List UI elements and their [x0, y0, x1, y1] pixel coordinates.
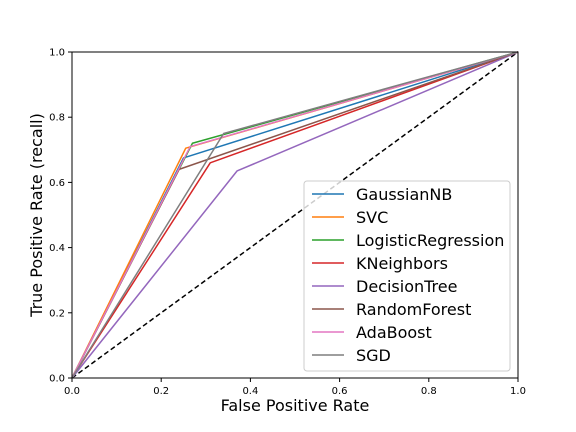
x-tick-label: 1.0 — [510, 386, 526, 397]
x-axis-title: False Positive Rate — [221, 396, 370, 415]
x-tick-label: 0.6 — [332, 386, 348, 397]
series-line-adaboost — [71, 51, 519, 379]
series-line-sgd — [71, 51, 519, 379]
legend-label-svc: SVC — [356, 208, 388, 227]
x-tick-label: 0.8 — [421, 386, 437, 397]
y-tick-label: 1.0 — [49, 48, 65, 59]
x-tick-label: 0.2 — [153, 386, 169, 397]
series-line-decisiontree — [71, 51, 519, 379]
legend-label-decisiontree: DecisionTree — [356, 277, 457, 296]
axes: 0.0 0.2 0.4 0.6 0.8 1.0 0.0 0.2 0.4 0.6 0.8 1.0 — [49, 48, 526, 398]
y-tick-label: 0.2 — [49, 308, 65, 319]
x-tick-label: 0.0 — [64, 386, 80, 397]
x-tick-label: 0.4 — [242, 386, 258, 397]
y-axis-title: True Positive Rate (recall) — [27, 113, 46, 318]
legend-label-randomforest: RandomForest — [356, 300, 471, 319]
legend-label-sgd: SGD — [356, 346, 391, 365]
legend-label-logisticregression: LogisticRegression — [356, 231, 504, 250]
legend-label-kneighbors: KNeighbors — [356, 254, 448, 273]
series-lines — [71, 51, 519, 379]
legend: GaussianNB SVC LogisticRegression KNeighbor… — [303, 180, 511, 372]
y-tick-label: 0.4 — [49, 243, 65, 254]
y-tick-label: 0.0 — [49, 374, 65, 385]
plot-frame — [71, 51, 519, 379]
legend-label-adaboost: AdaBoost — [356, 323, 432, 342]
reference-diagonal-line — [71, 51, 519, 379]
y-tick-label: 0.8 — [49, 113, 65, 124]
y-tick-label: 0.6 — [49, 178, 65, 189]
series-line-kneighbors — [71, 51, 519, 379]
legend-box — [303, 180, 511, 372]
legend-label-gaussiannb: GaussianNB — [356, 185, 452, 204]
